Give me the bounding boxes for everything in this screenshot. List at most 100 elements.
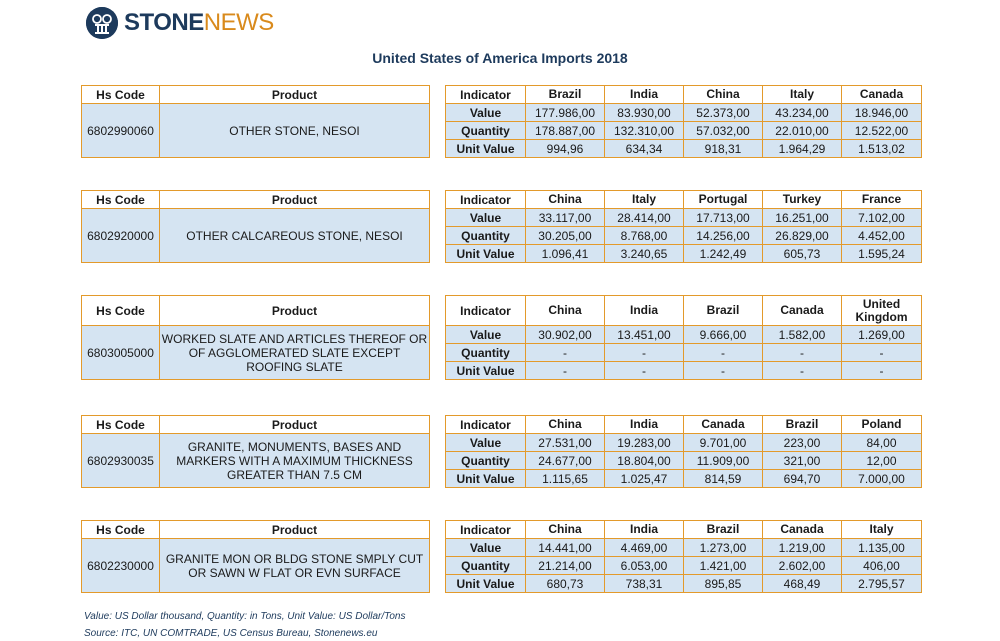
indicator-label: Unit Value <box>445 361 526 380</box>
product-header: Product <box>159 415 430 434</box>
hs-code-header: Hs Code <box>81 85 160 104</box>
value-cell: 8.768,00 <box>604 226 684 245</box>
value-cell: 9.701,00 <box>683 433 763 452</box>
value-cell: 178.887,00 <box>525 121 605 140</box>
value-cell: 17.713,00 <box>683 208 763 227</box>
value-cell: 12.522,00 <box>841 121 922 140</box>
country-header: China <box>525 520 605 539</box>
value-cell: 223,00 <box>762 433 842 452</box>
product-cell: OTHER CALCAREOUS STONE, NESOI <box>159 208 430 263</box>
product-cell: WORKED SLATE AND ARTICLES THEREOF OR OF … <box>159 325 430 380</box>
value-cell: 406,00 <box>841 556 922 575</box>
value-cell: 30.205,00 <box>525 226 605 245</box>
value-cell: 132.310,00 <box>604 121 684 140</box>
indicator-label: Value <box>445 208 526 227</box>
value-cell: - <box>762 343 842 362</box>
column-logo-icon <box>86 7 118 39</box>
value-cell: - <box>762 361 842 380</box>
value-cell: 895,85 <box>683 574 763 593</box>
value-cell: 13.451,00 <box>604 325 684 344</box>
indicator-header: Indicator <box>445 415 526 434</box>
value-cell: 2.795,57 <box>841 574 922 593</box>
product-table: Hs Code Product 6802230000 GRANITE MON OR B… <box>81 520 430 593</box>
value-cell: 321,00 <box>762 451 842 470</box>
country-header: China <box>525 415 605 434</box>
indicator-header: Indicator <box>445 85 526 104</box>
brand-name: STONENEWS <box>124 9 274 36</box>
country-header: China <box>525 190 605 209</box>
value-cell: 680,73 <box>525 574 605 593</box>
value-cell: 814,59 <box>683 469 763 488</box>
country-header: Canada <box>841 85 922 104</box>
value-cell: 177.986,00 <box>525 103 605 122</box>
value-cell: - <box>525 361 605 380</box>
country-header: India <box>604 295 684 326</box>
hs-code-cell: 6803005000 <box>81 325 160 380</box>
product-table: Hs Code Product 6803005000 WORKED SLATE AND… <box>81 295 430 380</box>
value-cell: - <box>683 361 763 380</box>
value-cell: - <box>525 343 605 362</box>
product-header: Product <box>159 295 430 326</box>
value-cell: 1.242,49 <box>683 244 763 263</box>
value-cell: 1.582,00 <box>762 325 842 344</box>
country-header: Brazil <box>525 85 605 104</box>
value-cell: 694,70 <box>762 469 842 488</box>
value-cell: 26.829,00 <box>762 226 842 245</box>
value-cell: 1.269,00 <box>841 325 922 344</box>
indicator-label: Quantity <box>445 121 526 140</box>
value-cell: 28.414,00 <box>604 208 684 227</box>
country-header: Canada <box>683 415 763 434</box>
value-cell: 83.930,00 <box>604 103 684 122</box>
product-header: Product <box>159 190 430 209</box>
country-header: Canada <box>762 295 842 326</box>
indicator-table: Indicator China Italy Portugal Turkey France V… <box>445 190 922 263</box>
units-footnote: Value: US Dollar thousand, Quantity: in … <box>84 611 406 622</box>
indicator-header: Indicator <box>445 520 526 539</box>
indicator-label: Quantity <box>445 343 526 362</box>
value-cell: - <box>604 361 684 380</box>
value-cell: 9.666,00 <box>683 325 763 344</box>
value-cell: - <box>683 343 763 362</box>
product-header: Product <box>159 85 430 104</box>
country-header: India <box>604 415 684 434</box>
country-header: India <box>604 85 684 104</box>
value-cell: 1.421,00 <box>683 556 763 575</box>
indicator-label: Value <box>445 103 526 122</box>
country-header: Italy <box>841 520 922 539</box>
country-header: Italy <box>762 85 842 104</box>
value-cell: 2.602,00 <box>762 556 842 575</box>
value-cell: 7.102,00 <box>841 208 922 227</box>
value-cell: 1.273,00 <box>683 538 763 557</box>
value-cell: 4.469,00 <box>604 538 684 557</box>
hs-code-cell: 6802990060 <box>81 103 160 158</box>
country-header: Portugal <box>683 190 763 209</box>
indicator-label: Unit Value <box>445 469 526 488</box>
value-cell: 4.452,00 <box>841 226 922 245</box>
indicator-table: Indicator China India Brazil Canada United Ki… <box>445 295 922 380</box>
country-header: China <box>683 85 763 104</box>
value-cell: - <box>604 343 684 362</box>
value-cell: 21.214,00 <box>525 556 605 575</box>
value-cell: 6.053,00 <box>604 556 684 575</box>
value-cell: 14.441,00 <box>525 538 605 557</box>
value-cell: 738,31 <box>604 574 684 593</box>
value-cell: 7.000,00 <box>841 469 922 488</box>
value-cell: 1.595,24 <box>841 244 922 263</box>
country-header: China <box>525 295 605 326</box>
value-cell: 19.283,00 <box>604 433 684 452</box>
value-cell: 18.946,00 <box>841 103 922 122</box>
product-table: Hs Code Product 6802920000 OTHER CALCAREOUS… <box>81 190 430 263</box>
hs-code-header: Hs Code <box>81 190 160 209</box>
indicator-label: Quantity <box>445 556 526 575</box>
indicator-label: Value <box>445 433 526 452</box>
value-cell: 634,34 <box>604 139 684 158</box>
stonenews-logo[interactable]: STONENEWS <box>86 6 274 40</box>
value-cell: 11.909,00 <box>683 451 763 470</box>
value-cell: 57.032,00 <box>683 121 763 140</box>
value-cell: 52.373,00 <box>683 103 763 122</box>
value-cell: 12,00 <box>841 451 922 470</box>
value-cell: - <box>841 361 922 380</box>
product-table: Hs Code Product 6802990060 OTHER STONE, NES… <box>81 85 430 158</box>
indicator-header: Indicator <box>445 295 526 326</box>
hs-code-header: Hs Code <box>81 295 160 326</box>
